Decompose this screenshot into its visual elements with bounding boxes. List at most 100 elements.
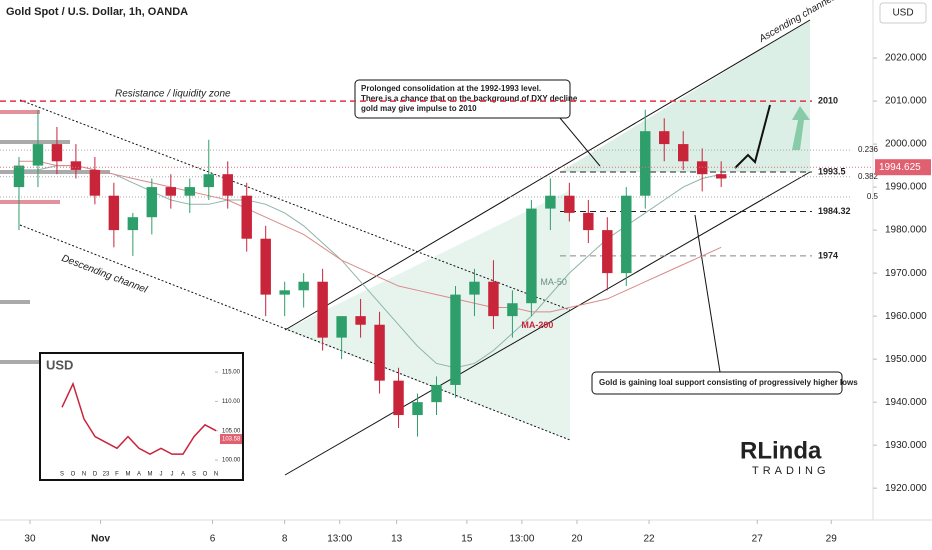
- y-tick-label: 1960.000: [885, 311, 927, 322]
- inset-frame: [39, 352, 244, 481]
- candle-body: [583, 212, 594, 231]
- candle-body: [355, 316, 366, 325]
- candle-body: [184, 187, 196, 196]
- annotation: There is a chance that on the background…: [361, 94, 578, 103]
- candle-body: [279, 290, 290, 295]
- candle-body: [488, 281, 499, 317]
- price-tag: [875, 159, 931, 176]
- x-tick-label: 30: [24, 534, 36, 545]
- inset-x-label: D: [93, 472, 98, 478]
- channel-line: [19, 224, 571, 441]
- candle-body: [696, 161, 708, 175]
- inset-x-label: M: [126, 472, 131, 478]
- level-label: 1974: [818, 250, 838, 260]
- logo-sub: TRADING: [752, 465, 830, 477]
- y-tick-label: 1930.000: [885, 440, 927, 451]
- candle-body: [51, 144, 63, 162]
- x-tick-label: 13:00: [327, 534, 352, 545]
- inset-x-label: J: [160, 472, 163, 478]
- x-tick-label: 22: [643, 534, 655, 545]
- inset-tick-label: 115.00: [222, 370, 241, 376]
- profile-bar: [0, 200, 60, 204]
- profile-bar: [0, 110, 40, 114]
- y-tick-label: 1920.000: [885, 483, 927, 494]
- candle-body: [564, 195, 575, 213]
- zone: [285, 190, 570, 440]
- candle-body: [526, 208, 537, 304]
- legend-label: MA-50: [540, 277, 567, 287]
- inset-tick-label: 100.00: [222, 458, 241, 464]
- candle-body: [677, 144, 689, 162]
- inset-x-label: 23: [103, 472, 110, 478]
- inset-x-label: N: [214, 472, 218, 478]
- profile-bar: [0, 170, 110, 174]
- profile-bar: [0, 300, 30, 304]
- candle-body: [165, 187, 177, 196]
- candle-body: [715, 174, 727, 179]
- callout-box: [354, 79, 571, 119]
- candle-body: [260, 238, 271, 295]
- currency: USD: [892, 8, 913, 19]
- y-tick-label: 2010.000: [885, 96, 927, 107]
- x-tick-label: 29: [826, 534, 838, 545]
- candle-body: [89, 169, 101, 196]
- inset-x-label: S: [60, 472, 64, 478]
- y-tick-label: 1940.000: [885, 397, 927, 408]
- x-tick-label: 15: [461, 534, 473, 545]
- candle-body: [659, 131, 670, 145]
- candle-body: [469, 281, 480, 295]
- candle-body: [545, 195, 556, 209]
- logo: RLinda: [740, 437, 822, 464]
- candle-body: [507, 303, 518, 317]
- currency-box[interactable]: [879, 2, 927, 24]
- forecast-arrow: [792, 106, 810, 150]
- fib-label: 0.5: [867, 192, 879, 201]
- annotation: Prolonged consolidation at the 1992-1993…: [361, 84, 541, 93]
- candle-body: [146, 187, 158, 218]
- candle-body: [108, 195, 120, 231]
- inset-x-label: O: [203, 472, 208, 478]
- inset-x-label: M: [148, 472, 153, 478]
- candle-body: [393, 380, 404, 416]
- candle-body: [412, 402, 423, 416]
- inset-x-label: A: [181, 472, 185, 478]
- inset-x-label: N: [82, 472, 86, 478]
- forecast-arrow: [734, 104, 771, 169]
- level-label: 2010: [818, 95, 838, 105]
- x-tick-label: 27: [752, 534, 764, 545]
- candle-body: [336, 316, 347, 338]
- profile-bar: [0, 140, 70, 144]
- channel-line: [284, 171, 811, 476]
- y-tick-label: 1990.000: [885, 182, 927, 193]
- x-tick-label: 6: [210, 534, 216, 545]
- candle-body: [127, 217, 139, 231]
- y-tick-label: 1970.000: [885, 268, 927, 279]
- inset-x-label: S: [192, 472, 196, 478]
- y-tick-label: 2020.000: [885, 53, 927, 64]
- inset-tick-label: 110.00: [222, 399, 241, 405]
- fib-label: 0.382: [858, 172, 879, 181]
- inset-x-label: O: [71, 472, 76, 478]
- annotation: Resistance / liquidity zone: [115, 89, 231, 100]
- inset-title: USD: [46, 357, 73, 372]
- callout-pointer: [559, 117, 601, 167]
- candle-body: [317, 281, 328, 338]
- volume-profile: [0, 110, 110, 364]
- zone: [560, 20, 810, 172]
- x-tick-label: 13: [391, 534, 403, 545]
- candle-body: [241, 195, 252, 239]
- y-tick-label: 1950.000: [885, 354, 927, 365]
- profile-bar: [0, 360, 45, 364]
- annotation: Gold is gaining loal support consisting …: [599, 378, 858, 387]
- candle-body: [374, 324, 385, 381]
- inset-price-tag: [220, 434, 242, 445]
- inset-tick-label: 105.00: [222, 428, 241, 434]
- annotation: gold may give impulse to 2010: [361, 104, 477, 113]
- candle-body: [640, 131, 651, 196]
- candle-body: [70, 161, 82, 170]
- x-tick-label: 8: [282, 534, 288, 545]
- channel-line: [284, 19, 811, 331]
- legend-label: MA-200: [521, 320, 553, 330]
- callout-pointer: [694, 214, 721, 373]
